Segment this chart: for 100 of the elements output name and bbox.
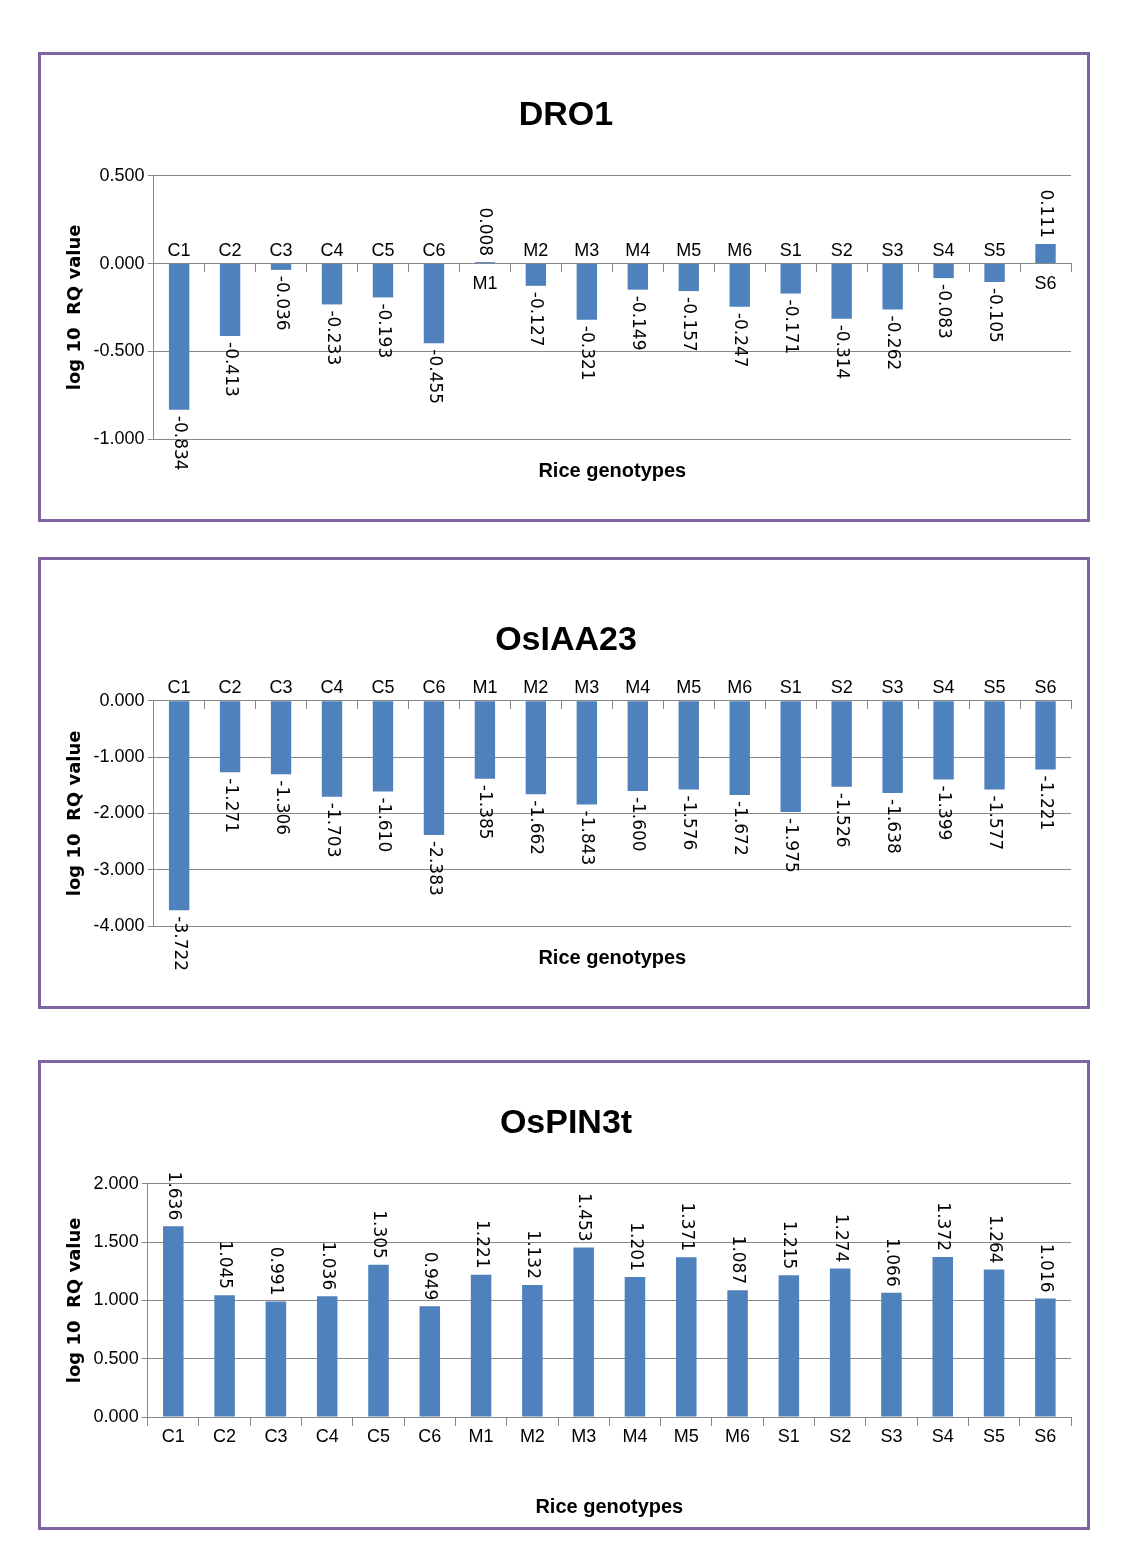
data-label: -1.221	[1037, 775, 1058, 831]
x-tick-label: M1	[472, 272, 498, 293]
bar	[219, 264, 241, 336]
data-label: 1.087	[729, 1235, 750, 1285]
x-tick-label: C2	[213, 1425, 237, 1446]
x-tick-label: M1	[468, 1425, 494, 1446]
data-label: 1.264	[985, 1214, 1006, 1264]
data-label: -1.610	[374, 797, 395, 853]
x-tick-label: S3	[881, 239, 904, 260]
y-tick-label: 2.000	[93, 1172, 139, 1193]
data-label: -1.843	[578, 810, 599, 866]
data-label: 1.636	[164, 1171, 185, 1221]
chart-title: OsIAA23	[495, 618, 637, 657]
y-tick-label: -0.500	[93, 340, 145, 361]
data-label: -1.638	[884, 799, 905, 854]
chart-title: OsPIN3t	[499, 1101, 633, 1140]
bar	[576, 264, 598, 320]
data-label: 1.453	[575, 1192, 596, 1242]
x-tick-label: C5	[366, 1425, 390, 1446]
data-label: 1.215	[780, 1220, 801, 1270]
bar	[627, 264, 648, 290]
x-tick-label: M3	[574, 676, 600, 697]
x-tick-label: M3	[574, 239, 600, 260]
x-tick-label: S1	[779, 239, 802, 260]
bar	[983, 1269, 1005, 1417]
x-tick-label: S6	[1034, 676, 1057, 697]
bar	[727, 1290, 748, 1417]
x-tick-label: C4	[320, 676, 344, 697]
bar	[882, 264, 903, 310]
y-tick-label: -2.000	[93, 802, 145, 823]
bar	[573, 1247, 594, 1417]
bar	[984, 264, 1005, 282]
data-label: 1.305	[370, 1210, 391, 1259]
x-tick-label: C3	[264, 1425, 288, 1446]
data-label: 1.066	[883, 1238, 904, 1287]
y-tick-label: 1.000	[93, 1289, 139, 1310]
x-tick-label: S4	[932, 676, 955, 697]
data-label: -1.662	[527, 800, 548, 856]
bar	[1035, 244, 1056, 264]
x-tick-label: M4	[622, 1425, 648, 1446]
bar	[163, 1226, 184, 1417]
x-tick-label: C1	[167, 676, 191, 697]
bar	[270, 264, 292, 270]
data-label: -0.157	[680, 297, 701, 352]
data-label: -0.247	[731, 312, 752, 368]
data-label: -0.083	[935, 284, 956, 339]
data-label: -1.526	[833, 792, 854, 848]
y-tick-label: -1.000	[93, 746, 145, 767]
x-tick-label: C3	[269, 239, 293, 260]
x-tick-label: C1	[161, 1425, 185, 1446]
bar	[368, 1264, 389, 1417]
bar	[729, 264, 750, 307]
x-tick-label: C2	[218, 676, 242, 697]
data-label: 0.008	[476, 207, 497, 257]
x-axis-title: Rice genotypes	[535, 1494, 684, 1517]
bar	[778, 1275, 800, 1417]
x-tick-label: M1	[472, 676, 498, 697]
y-tick-label: 0.000	[99, 252, 145, 273]
x-tick-label: C6	[422, 239, 446, 260]
data-label: 1.045	[216, 1240, 237, 1290]
data-label: 1.201	[626, 1222, 647, 1271]
x-tick-label: M6	[725, 1425, 751, 1446]
bar	[678, 264, 699, 292]
x-tick-label: S4	[932, 239, 955, 260]
x-tick-label: S3	[880, 1425, 903, 1446]
x-tick-label: S5	[983, 239, 1006, 260]
bar	[1035, 1298, 1056, 1417]
x-tick-label: S5	[983, 676, 1006, 697]
data-label: -0.127	[527, 291, 548, 347]
y-axis-title: log 10 RQ value	[63, 224, 85, 391]
y-tick-label: 0.000	[93, 1405, 139, 1426]
bar	[316, 1296, 338, 1417]
data-label: -1.577	[986, 795, 1007, 851]
x-tick-label: C6	[422, 676, 446, 697]
data-label: 0.949	[421, 1251, 442, 1301]
x-tick-label: C4	[320, 239, 344, 260]
x-tick-label: C4	[315, 1425, 339, 1446]
y-tick-label: 0.500	[99, 164, 145, 185]
bar	[168, 264, 190, 410]
x-tick-label: M2	[523, 239, 549, 260]
bar	[829, 1268, 851, 1417]
x-tick-label: S4	[931, 1425, 954, 1446]
x-tick-label: S2	[830, 239, 853, 260]
x-tick-label: S3	[881, 676, 904, 697]
y-tick-label: -1.000	[93, 427, 145, 448]
data-label: -1.672	[731, 800, 752, 856]
bar	[933, 264, 954, 279]
data-label: -1.703	[323, 802, 344, 858]
data-label: -1.975	[782, 817, 803, 873]
bar	[676, 1257, 697, 1417]
x-tick-label: S1	[777, 1425, 800, 1446]
data-label: -1.576	[680, 795, 701, 851]
bar	[321, 264, 343, 305]
data-label: -1.399	[935, 785, 956, 841]
bar	[881, 1292, 902, 1417]
data-label: -1.306	[272, 780, 293, 836]
y-tick-label: 0.500	[93, 1347, 139, 1368]
bar	[624, 1276, 646, 1417]
x-tick-label: S6	[1034, 272, 1057, 293]
x-tick-label: C1	[167, 239, 191, 260]
